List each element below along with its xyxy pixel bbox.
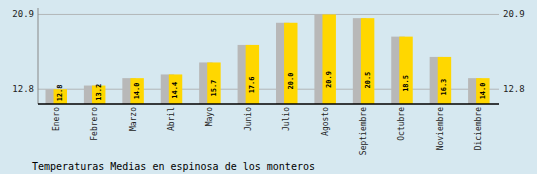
bars	[45, 14, 489, 104]
bar	[246, 45, 259, 104]
y-tick-label: 12.8	[12, 84, 34, 94]
data-label: 12.8	[56, 84, 64, 101]
bar	[284, 23, 297, 104]
x-tick-label: Agosto	[321, 107, 330, 136]
data-label: 14.4	[171, 82, 179, 99]
data-label: 18.5	[402, 75, 410, 92]
bar	[207, 62, 220, 104]
y2-tick-label: 20.9	[503, 9, 525, 19]
data-label: 14.0	[133, 82, 141, 99]
bar	[169, 74, 182, 104]
x-tick-label: Marzo	[129, 107, 138, 131]
x-axis-line	[38, 103, 499, 104]
grid-line	[38, 14, 499, 15]
data-label: 20.5	[364, 72, 372, 89]
x-tick-label: Septiembre	[359, 107, 368, 155]
x-tick-label: Diciembre	[474, 107, 483, 151]
x-tick-label: Mayo	[205, 107, 214, 126]
x-tick-label: Junio	[244, 107, 253, 131]
x-tick-label: Febrero	[90, 107, 99, 141]
y-tick-label: 20.9	[12, 9, 34, 19]
data-label: 13.2	[95, 84, 103, 101]
x-tick-label: Octubre	[397, 107, 406, 141]
data-label: 20.9	[325, 71, 333, 88]
x-tick-label: Julio	[282, 107, 291, 131]
bar	[438, 57, 451, 104]
chart: 12.8 12.8 20.9 20.9 12.8 13.2 14.0 14.4 15.7 17.6…	[0, 0, 537, 174]
x-tick-label: Abril	[167, 107, 176, 131]
background	[0, 0, 537, 174]
data-label: 20.0	[287, 73, 295, 90]
y2-tick-label: 12.8	[503, 84, 525, 94]
data-label: 15.7	[210, 80, 218, 97]
title: Temperaturas Medias en espinosa de los m…	[32, 161, 315, 172]
x-tick-label: Enero	[52, 107, 61, 131]
bar	[399, 37, 412, 104]
data-label: 14.0	[479, 82, 487, 99]
data-label: 16.3	[440, 79, 448, 96]
x-tick-label: Noviembre	[436, 107, 445, 151]
data-label: 17.6	[248, 77, 256, 94]
bar	[322, 14, 335, 104]
bar	[361, 18, 374, 104]
bar	[130, 78, 143, 104]
bar	[476, 78, 489, 104]
y-axis-line	[38, 8, 39, 104]
